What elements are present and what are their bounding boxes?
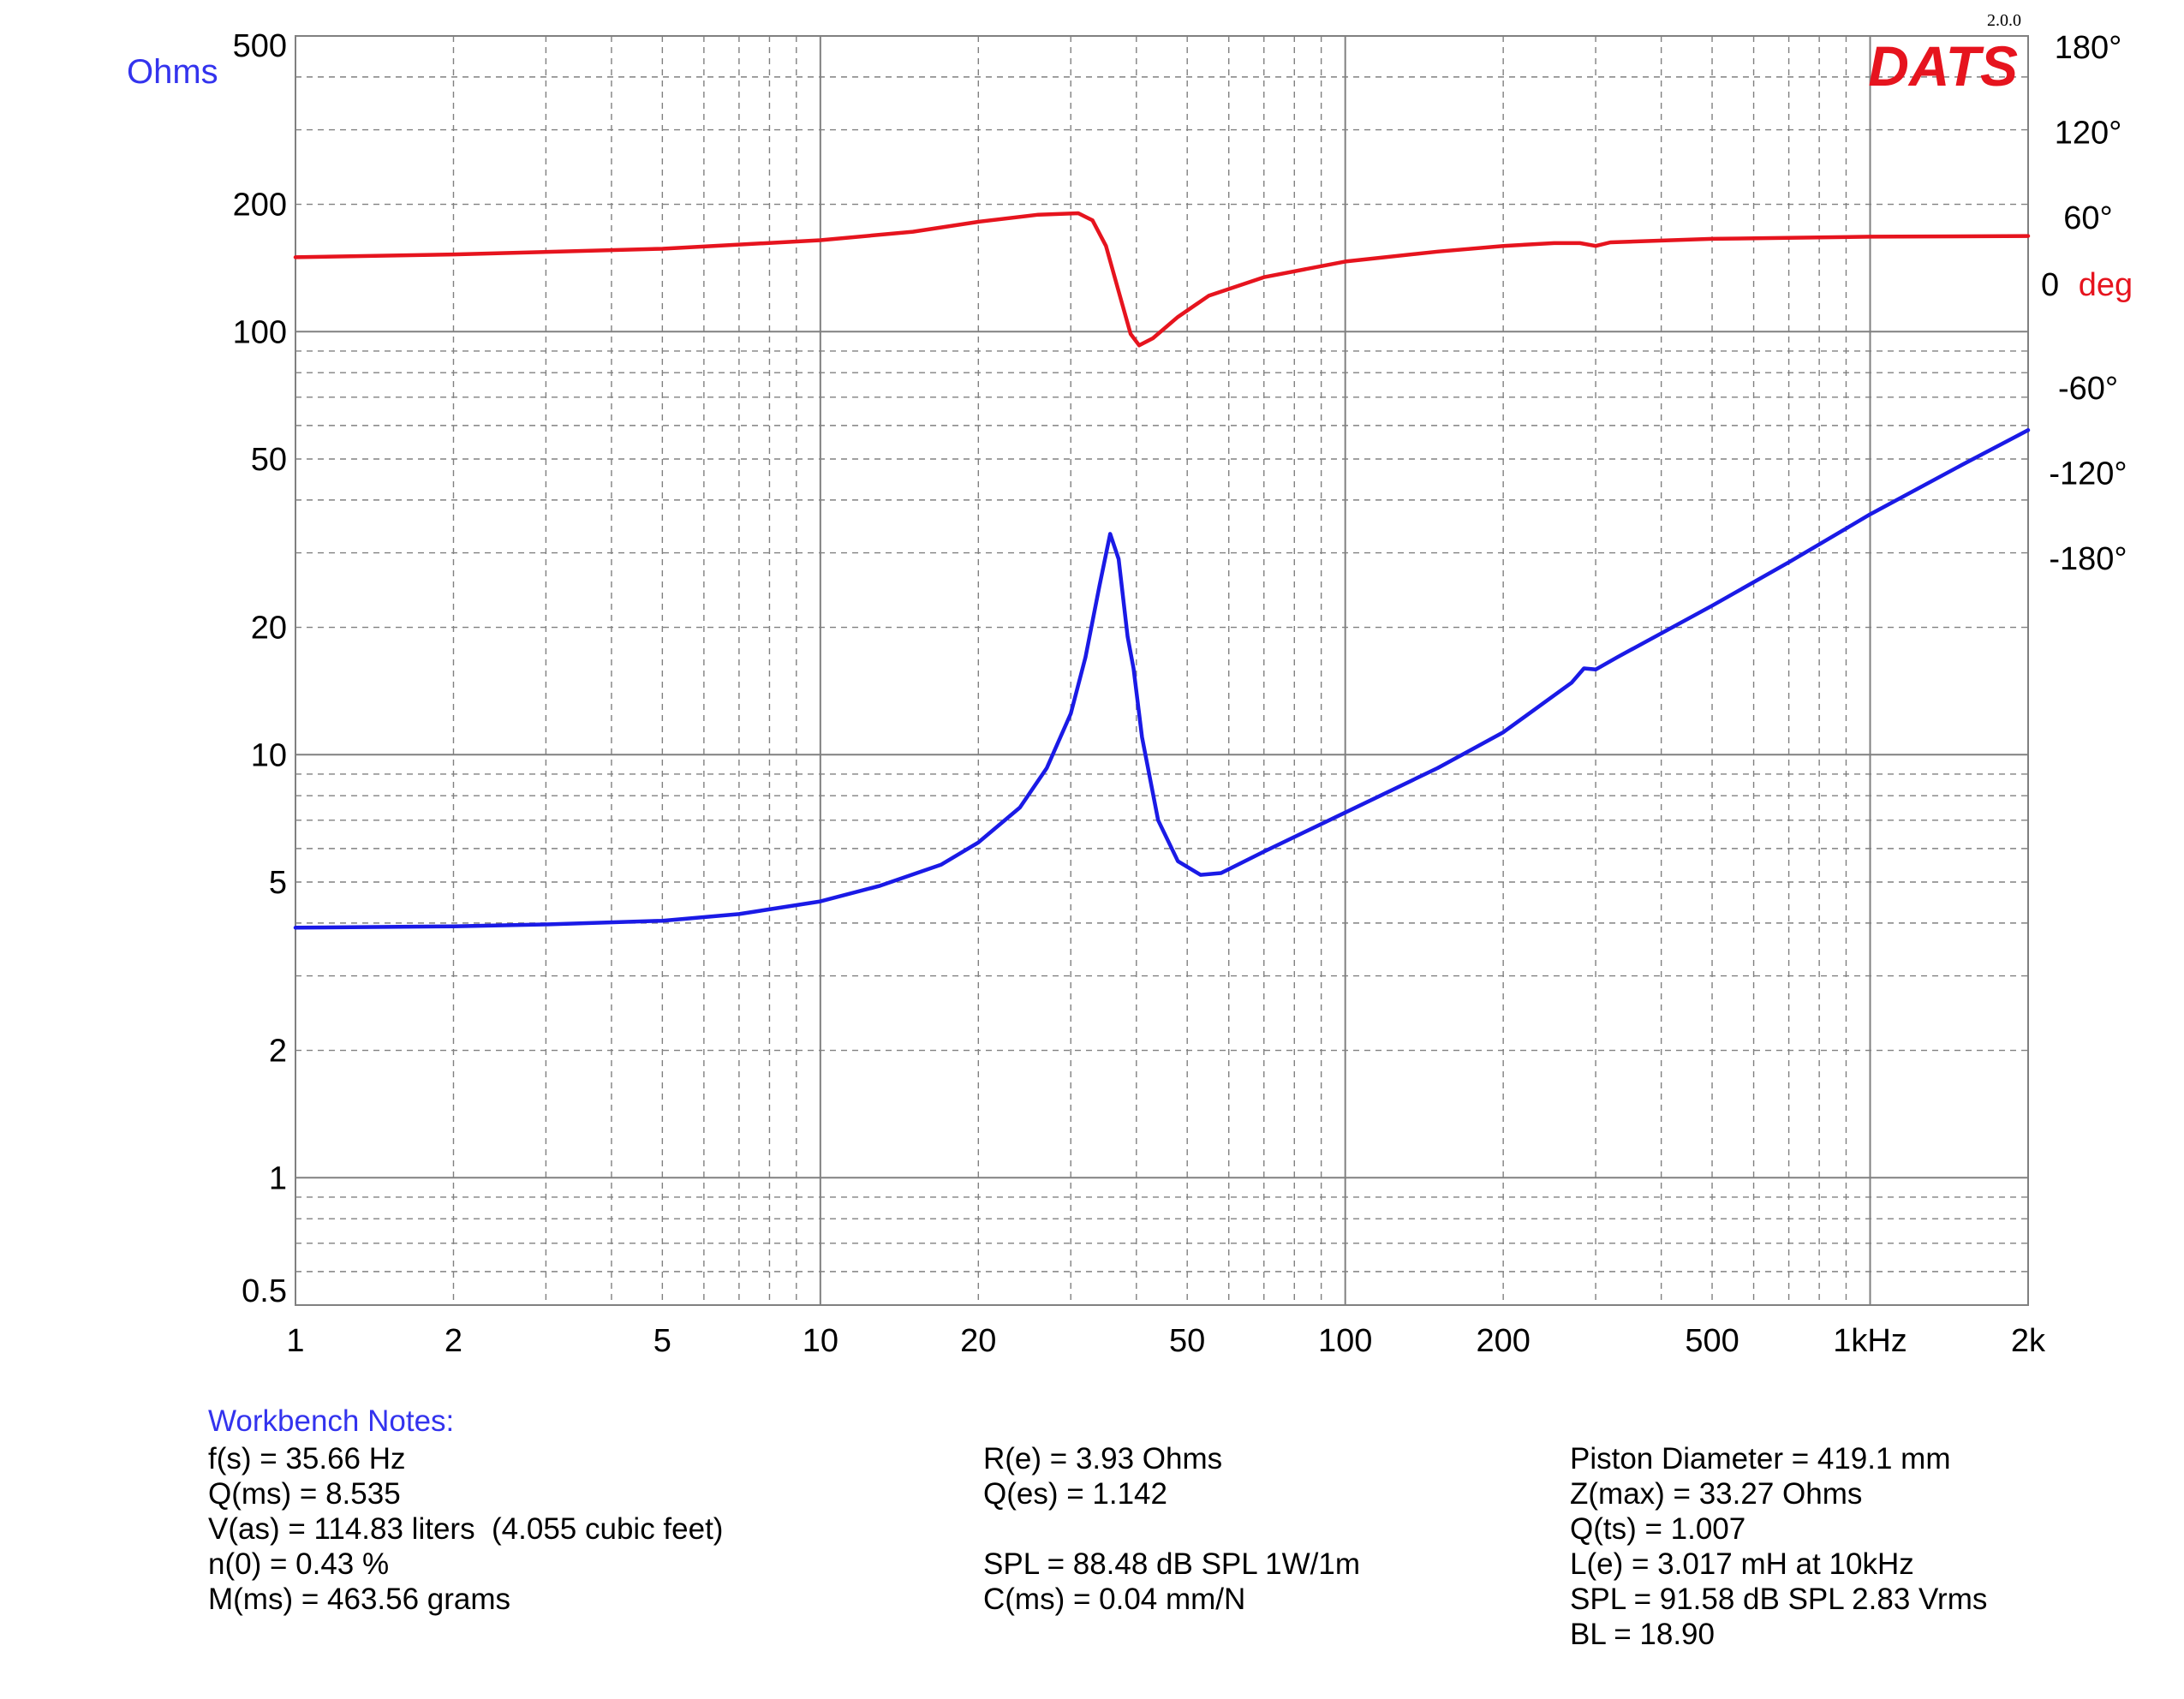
notes-line: SPL = 91.58 dB SPL 2.83 Vrms [1570, 1583, 1988, 1616]
y-right-tick-label: 180° [2055, 30, 2122, 66]
y-left-tick-label: 20 [251, 611, 287, 647]
notes-line: Q(ts) = 1.007 [1570, 1512, 1746, 1546]
notes-line [983, 1511, 1360, 1547]
y-right-tick-label: 60° [2063, 200, 2112, 236]
x-tick-label: 5 [653, 1323, 671, 1359]
x-tick-label: 500 [1685, 1323, 1739, 1359]
y-axis-left-ticks: 500 200 100 50 20 10 5 2 1 0.5 [233, 28, 287, 1309]
x-tick-label: 100 [1318, 1323, 1372, 1359]
x-tick-label: 10 [803, 1323, 838, 1359]
y-left-tick-label: 200 [233, 188, 287, 224]
y-axis-right-unit: deg [2079, 267, 2133, 303]
y-left-tick-label: 500 [233, 28, 287, 64]
notes-line: M(ms) = 463.56 grams [208, 1583, 511, 1616]
y-right-tick-label: -60° [2058, 371, 2118, 407]
notes-line: Z(max) = 33.27 Ohms [1570, 1477, 1863, 1511]
y-axis-right-zero: 0 [2041, 267, 2059, 303]
x-tick-label: 2 [445, 1323, 462, 1359]
x-tick-label: 2k [2011, 1323, 2046, 1359]
x-tick-label: 1 [286, 1323, 304, 1359]
notes-line: f(s) = 35.66 Hz [208, 1442, 406, 1475]
phase-curve [293, 211, 2031, 348]
y-right-tick-label: -180° [2049, 541, 2127, 577]
y-left-tick-label: 100 [233, 314, 287, 350]
y-right-tick-label: 120° [2055, 116, 2122, 152]
notes-line: R(e) = 3.93 Ohms [983, 1442, 1223, 1475]
notes-column-3: Piston Diameter = 419.1 mm Z(max) = 33.27… [1570, 1441, 1987, 1652]
notes-line: BL = 18.90 [1570, 1618, 1715, 1651]
notes-column-1: f(s) = 35.66 Hz Q(ms) = 8.535 V(as) = 114.… [208, 1441, 723, 1617]
notes-column-2: R(e) = 3.93 Ohms Q(es) = 1.142 SPL = 88.48… [983, 1441, 1360, 1617]
notes-line: SPL = 88.48 dB SPL 1W/1m [983, 1547, 1361, 1581]
y-left-tick-label: 2 [269, 1034, 287, 1070]
y-right-tick-label: -120° [2049, 456, 2127, 492]
x-axis-ticks: 1 2 5 10 20 50 100 200 500 1kHz 2k [286, 1323, 2046, 1359]
x-tick-label: 200 [1476, 1323, 1530, 1359]
x-tick-label: 50 [1169, 1323, 1205, 1359]
impedance-curve [293, 428, 2031, 930]
notes-line: Q(es) = 1.142 [983, 1477, 1167, 1511]
version-label: 2.0.0 [1987, 11, 2021, 30]
notes-line: Q(ms) = 8.535 [208, 1477, 401, 1511]
notes-line: Piston Diameter = 419.1 mm [1570, 1442, 1951, 1475]
plot-frame [295, 35, 2029, 1306]
y-axis-right-ticks: 180° 120° 60° -60° -120° -180° [2049, 30, 2127, 577]
notes-line: n(0) = 0.43 % [208, 1547, 390, 1581]
x-tick-label: 20 [960, 1323, 996, 1359]
y-left-tick-label: 10 [251, 737, 287, 773]
notes-line: C(ms) = 0.04 mm/N [983, 1583, 1246, 1616]
y-left-tick-label: 0.5 [242, 1273, 287, 1309]
workbench-notes-heading: Workbench Notes: [208, 1404, 455, 1438]
y-axis-left-label: Ohms [127, 53, 218, 91]
grid [295, 36, 2028, 1305]
y-axis-right-label: 0 deg [2041, 267, 2133, 303]
x-tick-label: 1kHz [1833, 1323, 1907, 1359]
y-left-tick-label: 5 [269, 865, 287, 901]
dats-logo: DATS [1868, 34, 2018, 98]
notes-line: V(as) = 114.83 liters (4.055 cubic feet) [208, 1512, 724, 1546]
notes-line: L(e) = 3.017 mH at 10kHz [1570, 1547, 1914, 1581]
series [293, 211, 2031, 930]
y-left-tick-label: 50 [251, 442, 287, 478]
y-left-tick-label: 1 [269, 1160, 287, 1196]
